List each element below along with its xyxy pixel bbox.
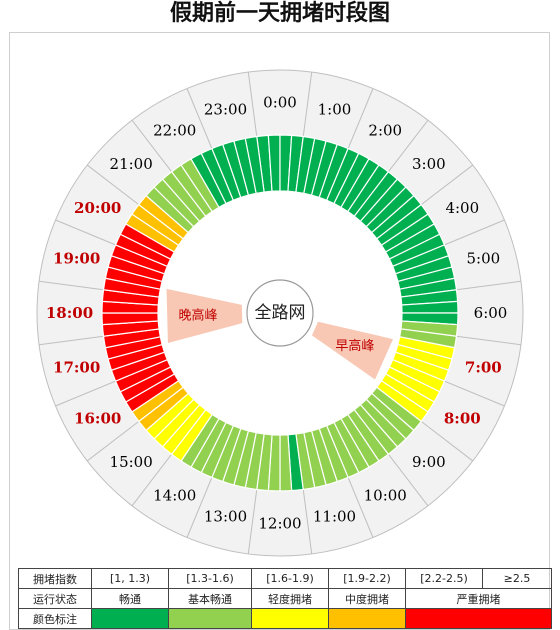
legend-swatch-medium xyxy=(328,608,406,629)
legend-row-color: 颜色标注 xyxy=(18,608,552,629)
evening-peak-label: 晚高峰 xyxy=(179,307,218,323)
morning-peak-wedge xyxy=(311,321,394,380)
hour-tick-label: 0:00 xyxy=(263,94,297,112)
hour-tick-label: 13:00 xyxy=(204,507,247,525)
legend-swatch-smooth xyxy=(91,608,169,629)
legend-state-name: 中度拥堵 xyxy=(328,588,406,609)
legend-swatch-basic-smooth xyxy=(168,608,252,629)
hour-divider xyxy=(347,88,374,149)
legend-row-label: 运行状态 xyxy=(18,588,92,609)
legend-row-index: 拥堵指数 [1, 1.3) [1.3-1.6) [1.6-1.9) [1.9-2… xyxy=(18,568,552,589)
hour-tick-label: 11:00 xyxy=(313,507,356,525)
hour-tick-label: 3:00 xyxy=(412,155,446,173)
hour-tick-label: 2:00 xyxy=(368,122,402,140)
legend-table: 拥堵指数 [1, 1.3) [1.3-1.6) [1.6-1.9) [1.9-2… xyxy=(18,568,552,629)
hour-tick-label: 9:00 xyxy=(412,453,446,471)
hour-divider xyxy=(456,335,521,346)
legend-state-name: 基本畅通 xyxy=(168,588,252,609)
legend-index-range: ≥2.5 xyxy=(482,568,552,589)
legend-row-state: 运行状态 畅通 基本畅通 轻度拥堵 中度拥堵 严重拥堵 xyxy=(18,588,552,609)
hour-tick-label: 4:00 xyxy=(445,199,479,217)
legend-index-range: [1.6-1.9) xyxy=(251,568,329,589)
hour-tick-label: 23:00 xyxy=(204,101,247,119)
hour-divider xyxy=(55,219,116,246)
hour-tick-label: 14:00 xyxy=(153,486,196,504)
hour-tick-label: 12:00 xyxy=(258,515,301,533)
hour-tick-label: 15:00 xyxy=(110,453,153,471)
hour-divider xyxy=(302,72,313,137)
hour-divider xyxy=(444,219,505,246)
hour-tick-label: 1:00 xyxy=(318,101,352,119)
hour-tick-label: 19:00 xyxy=(53,250,100,268)
hour-tick-label: 8:00 xyxy=(444,409,481,427)
hour-divider xyxy=(247,72,258,137)
hour-divider xyxy=(456,280,521,291)
hour-divider xyxy=(444,380,505,407)
hour-divider xyxy=(86,164,140,206)
legend-index-range: [1.3-1.6) xyxy=(168,568,252,589)
hour-tick-label: 7:00 xyxy=(465,358,502,376)
legend-state-name: 严重拥堵 xyxy=(405,588,552,609)
hour-divider xyxy=(39,335,104,346)
hour-tick-label: 20:00 xyxy=(74,199,121,217)
hour-divider xyxy=(186,88,213,149)
hour-divider xyxy=(302,489,313,554)
hour-divider xyxy=(347,477,374,538)
hour-divider xyxy=(387,453,429,507)
hour-divider xyxy=(131,453,173,507)
legend-swatch-light xyxy=(251,608,329,629)
center-label: 全路网 xyxy=(255,303,306,323)
chart-title: 假期前一天拥堵时段图 xyxy=(169,1,390,26)
hour-divider xyxy=(55,380,116,407)
legend-row-label: 颜色标注 xyxy=(18,608,92,629)
hour-tick-label: 21:00 xyxy=(110,155,153,173)
legend-index-range: [2.2-2.5) xyxy=(405,568,483,589)
hour-tick-label: 16:00 xyxy=(74,409,121,427)
hour-divider xyxy=(247,489,258,554)
hour-divider xyxy=(420,420,474,462)
hour-tick-label: 6:00 xyxy=(474,304,508,322)
center-circle xyxy=(246,279,314,347)
legend-index-range: [1, 1.3) xyxy=(91,568,169,589)
hour-tick-label: 17:00 xyxy=(53,358,100,376)
hour-divider xyxy=(39,280,104,291)
evening-peak-wedge xyxy=(166,288,243,344)
hour-divider xyxy=(186,477,213,538)
morning-peak-label: 早高峰 xyxy=(335,338,374,354)
hour-tick-label: 5:00 xyxy=(466,250,500,268)
hour-tick-label: 18:00 xyxy=(46,304,93,322)
hour-divider xyxy=(420,164,474,206)
legend-state-name: 畅通 xyxy=(91,588,169,609)
legend-row-label: 拥堵指数 xyxy=(18,568,92,589)
legend-index-range: [1.9-2.2) xyxy=(328,568,406,589)
hour-tick-label: 22:00 xyxy=(153,122,196,140)
hour-divider xyxy=(131,119,173,173)
hour-tick-label: 10:00 xyxy=(364,486,407,504)
legend-state-name: 轻度拥堵 xyxy=(251,588,329,609)
hour-divider xyxy=(86,420,140,462)
hour-divider xyxy=(387,119,429,173)
legend-swatch-severe xyxy=(405,608,552,629)
